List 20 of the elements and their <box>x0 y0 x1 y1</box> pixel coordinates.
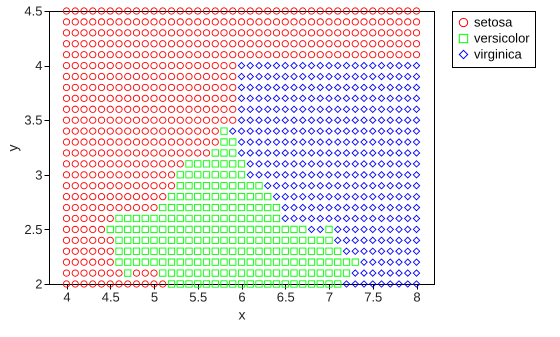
y-tick-label: 4 <box>35 58 42 74</box>
y-tick-label: 4.5 <box>24 4 42 18</box>
y-tick-label: 3.5 <box>24 112 42 128</box>
x-tick-label: 4 <box>63 290 71 304</box>
x-tick-label: 5 <box>150 290 158 304</box>
legend-label: versicolor <box>474 30 530 46</box>
x-tick-label: 4.5 <box>102 290 120 304</box>
legend-label: virginica <box>474 46 522 62</box>
x-tick-label: 8 <box>413 290 421 304</box>
x-tick-label: 6 <box>238 290 246 304</box>
x-axis-title: x <box>238 306 246 322</box>
x-tick-label: 5.5 <box>189 290 208 304</box>
y-tick-label: 3 <box>35 167 42 182</box>
x-tick-label: 7 <box>326 290 334 304</box>
x-tick-label: 6.5 <box>276 290 295 304</box>
x-tick-label: 7.5 <box>364 290 382 304</box>
legend-label: setosa <box>474 14 514 30</box>
y-tick-label: 2.5 <box>24 222 42 237</box>
y-tick-label: 2 <box>35 276 42 292</box>
y-axis-title: y <box>4 144 20 152</box>
